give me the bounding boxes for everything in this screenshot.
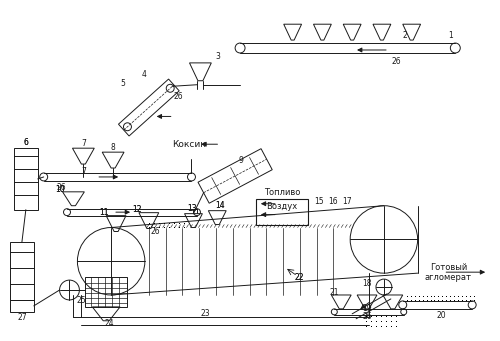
Bar (14, 148, 38, 210)
Text: 1: 1 (448, 31, 452, 40)
Text: 22: 22 (295, 272, 304, 282)
Text: 2: 2 (402, 31, 407, 40)
Text: 16: 16 (328, 197, 338, 206)
Text: 9: 9 (238, 155, 244, 165)
Bar (86, 277, 127, 307)
Text: Топливо: Топливо (264, 188, 300, 197)
Text: 12: 12 (132, 205, 141, 214)
Text: 4: 4 (142, 70, 146, 79)
Text: 23: 23 (200, 309, 210, 318)
Text: Воздух: Воздух (266, 202, 298, 211)
Text: 13: 13 (188, 204, 198, 213)
Text: 10: 10 (55, 186, 64, 194)
Text: 21: 21 (330, 288, 339, 297)
Text: 17: 17 (342, 197, 352, 206)
Bar (256, 199, 308, 225)
Text: 18: 18 (362, 279, 372, 287)
Text: 6: 6 (24, 138, 28, 147)
Text: 10: 10 (55, 186, 64, 194)
Text: 6: 6 (24, 138, 28, 147)
Text: 7: 7 (81, 139, 86, 148)
Text: 5: 5 (120, 79, 126, 88)
Text: 15: 15 (314, 197, 324, 206)
Text: 26: 26 (174, 92, 183, 101)
Text: 3: 3 (216, 53, 220, 61)
Bar (10, 242, 34, 300)
Text: 26: 26 (56, 183, 66, 192)
Text: 14: 14 (216, 201, 225, 210)
Text: 24: 24 (104, 319, 114, 328)
Text: 11: 11 (100, 208, 109, 217)
Text: Коксик: Коксик (172, 140, 205, 149)
Text: 12: 12 (132, 205, 141, 214)
Text: 7: 7 (81, 167, 86, 177)
Text: 26: 26 (362, 312, 372, 321)
Text: 25: 25 (76, 296, 86, 306)
Text: Готовый: Готовый (430, 263, 467, 272)
Text: 22: 22 (295, 272, 304, 282)
Text: 27: 27 (17, 313, 26, 322)
Text: 13: 13 (188, 204, 198, 213)
Text: 14: 14 (216, 201, 225, 210)
Text: агломерат: агломерат (425, 272, 472, 282)
Text: 26: 26 (151, 227, 160, 236)
Text: 19: 19 (362, 305, 372, 313)
Text: 20: 20 (436, 311, 446, 320)
Bar (10, 300, 34, 312)
Text: 8: 8 (110, 143, 116, 152)
Text: 26: 26 (392, 57, 402, 66)
Text: 11: 11 (100, 208, 109, 217)
